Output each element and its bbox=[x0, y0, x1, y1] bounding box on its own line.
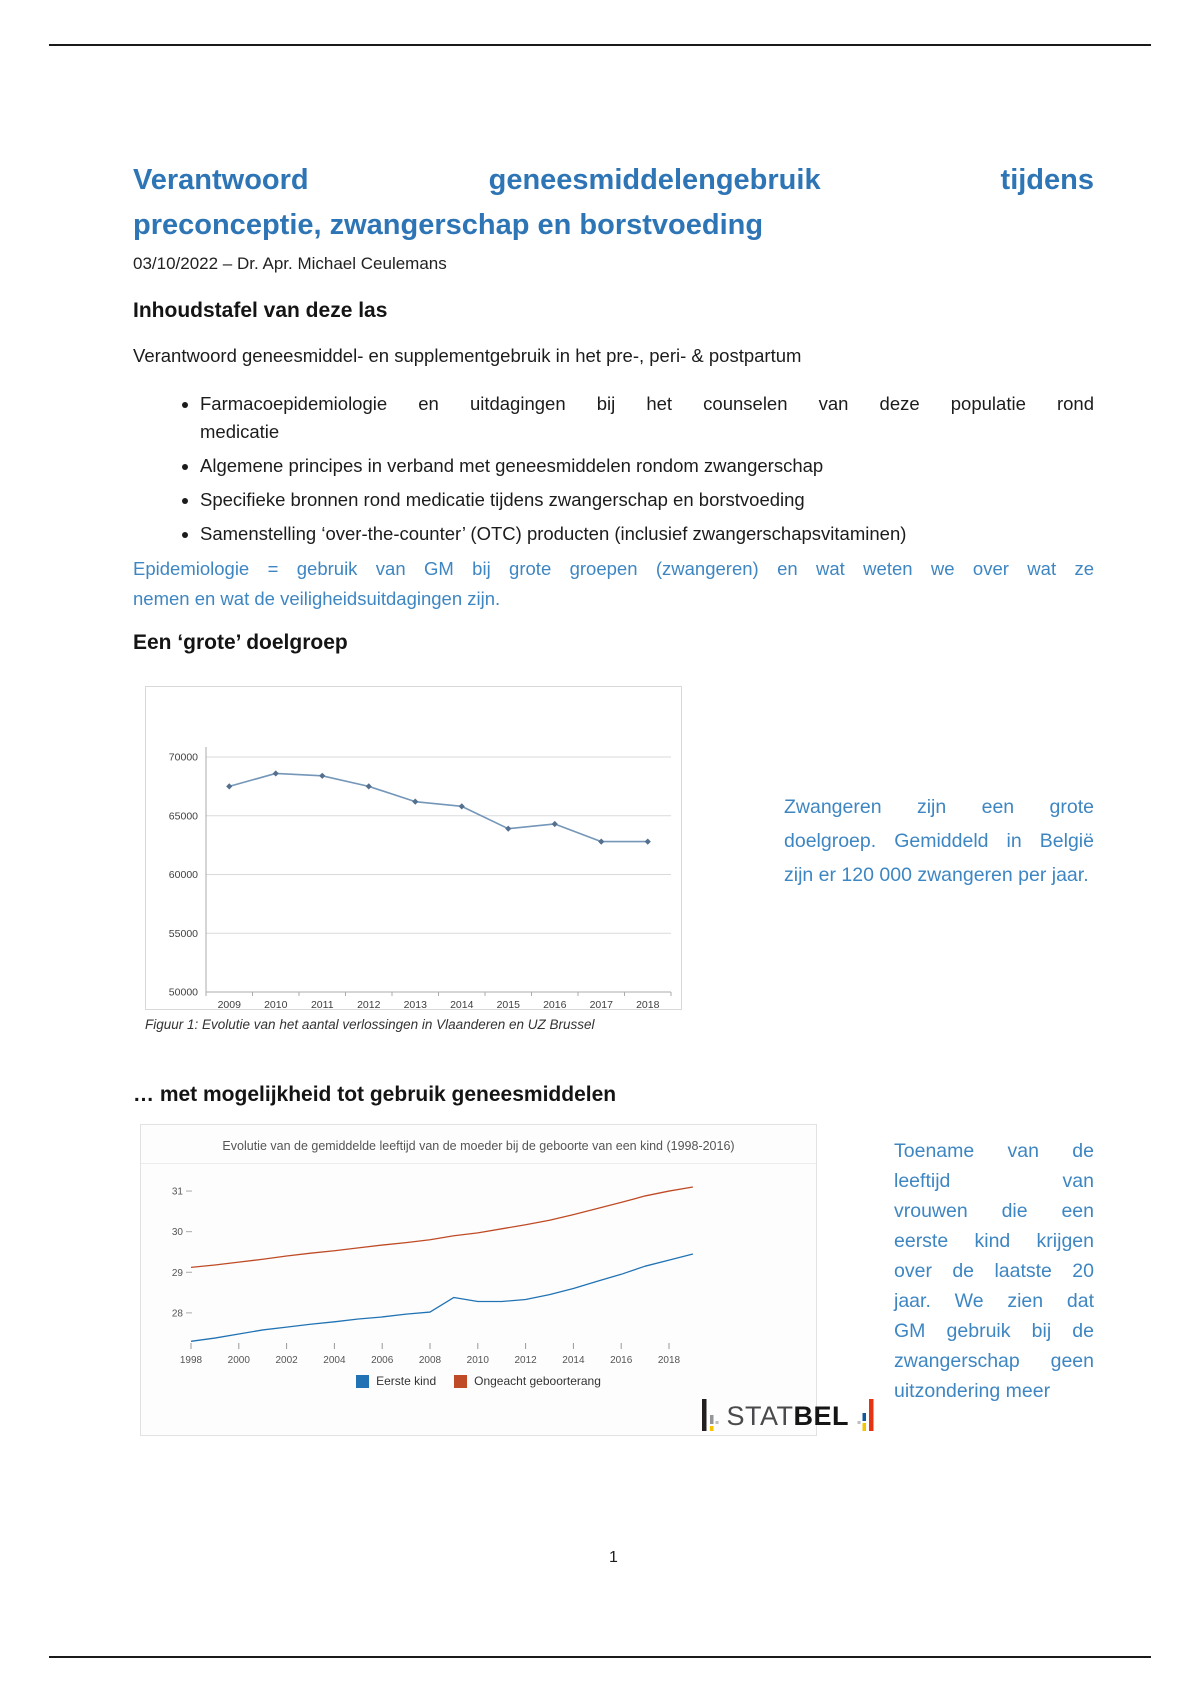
svg-text:2010: 2010 bbox=[264, 999, 288, 1009]
section2-heading: … met mogelijkheid tot gebruik geneesmid… bbox=[133, 1083, 617, 1106]
legend-swatch-eerste-kind bbox=[356, 1374, 370, 1388]
svg-text:2010: 2010 bbox=[467, 1355, 490, 1366]
epidemiology-note: Epidemiologie = gebruik van GM bij grote… bbox=[133, 558, 1094, 609]
svg-text:2009: 2009 bbox=[218, 999, 242, 1009]
toc-list: Farmacoepidemiologie en uitdagingen bij … bbox=[133, 390, 1094, 548]
svg-text:2012: 2012 bbox=[514, 1355, 537, 1366]
svg-text:2013: 2013 bbox=[404, 999, 428, 1009]
svg-text:2014: 2014 bbox=[450, 999, 474, 1009]
svg-text:2012: 2012 bbox=[357, 999, 381, 1009]
svg-text:2018: 2018 bbox=[658, 1355, 681, 1366]
mother-age-chart-frame: Evolutie van de gemiddelde leeftijd van … bbox=[140, 1124, 874, 1436]
svg-text:31: 31 bbox=[172, 1187, 184, 1198]
section2-side-note: Toename van de leeftijd van vrouwen die ee… bbox=[894, 1140, 1094, 1402]
footer-rule bbox=[49, 1656, 1151, 1658]
page-title: Verantwoord geneesmiddelengebruik tijden… bbox=[133, 164, 1094, 241]
svg-text:2016: 2016 bbox=[543, 999, 567, 1009]
figure1-caption: Figuur 1: Evolutie van het aantal verlos… bbox=[145, 1017, 595, 1032]
svg-text:2006: 2006 bbox=[371, 1355, 394, 1366]
legend-label: Eerste kind bbox=[376, 1374, 437, 1388]
section2-row: Evolutie van de gemiddelde leeftijd van … bbox=[133, 1124, 1094, 1436]
births-line-chart: 50000 55000 60000 65000 70000 2009 2010 2011 201… bbox=[169, 747, 672, 1011]
svg-text:2017: 2017 bbox=[590, 999, 614, 1009]
legend-label: Ongeacht geboorterang bbox=[474, 1374, 601, 1388]
page-number: 1 bbox=[609, 1549, 618, 1566]
statbel-bars-left-icon bbox=[701, 1399, 718, 1431]
toc-item: Specifieke bronnen rond medicatie tijden… bbox=[200, 486, 1094, 514]
byline: 03/10/2022 – Dr. Apr. Michael Ceulemans bbox=[133, 254, 447, 273]
figure1: 50000 55000 60000 65000 70000 2009 2010 2011 201… bbox=[145, 686, 682, 1034]
svg-text:29: 29 bbox=[172, 1268, 184, 1279]
toc-intro: Verantwoord geneesmiddel- en supplementg… bbox=[133, 345, 802, 366]
section1-heading: Een ‘grote’ doelgroep bbox=[133, 631, 348, 654]
mother-age-chart-title: Evolutie van de gemiddelde leeftijd van … bbox=[141, 1125, 816, 1164]
svg-text:2004: 2004 bbox=[323, 1355, 346, 1366]
svg-text:28: 28 bbox=[172, 1308, 184, 1319]
svg-text:2002: 2002 bbox=[275, 1355, 298, 1366]
section1-row: 50000 55000 60000 65000 70000 2009 2010 2011 201… bbox=[133, 686, 1094, 1034]
svg-text:2000: 2000 bbox=[228, 1355, 251, 1366]
header-rule bbox=[49, 44, 1151, 46]
legend-item-ongeacht-geboorterang: Ongeacht geboorterang bbox=[454, 1373, 601, 1389]
chart-legend: Eerste kind Ongeacht geboorterang bbox=[141, 1373, 816, 1389]
svg-text:2008: 2008 bbox=[419, 1355, 442, 1366]
legend-swatch-ongeacht-geboorterang bbox=[454, 1374, 468, 1388]
svg-text:2015: 2015 bbox=[497, 999, 521, 1009]
toc-item: Algemene principes in verband met genees… bbox=[200, 452, 1094, 480]
mother-age-line-chart: 28 29 30 31 1998 2000 2002 2004 2006 2008 2010 2012… bbox=[172, 1186, 694, 1366]
section1-side-note: Zwangeren zijn een grote doelgroep. Gemid… bbox=[784, 796, 1094, 886]
page-content: Verantwoord geneesmiddelengebruik tijden… bbox=[133, 0, 1094, 1568]
svg-text:65000: 65000 bbox=[169, 810, 198, 822]
svg-text:55000: 55000 bbox=[169, 928, 198, 940]
svg-text:2016: 2016 bbox=[610, 1355, 633, 1366]
svg-text:70000: 70000 bbox=[169, 752, 198, 764]
svg-text:60000: 60000 bbox=[169, 869, 198, 881]
svg-text:1998: 1998 bbox=[180, 1355, 203, 1366]
legend-item-eerste-kind: Eerste kind bbox=[356, 1373, 436, 1389]
toc-heading: Inhoudstafel van deze las bbox=[133, 299, 388, 322]
svg-text:50000: 50000 bbox=[169, 987, 198, 999]
svg-text:2018: 2018 bbox=[636, 999, 660, 1009]
statbel-bars-right-icon bbox=[857, 1399, 874, 1431]
statbel-logo: STATBEL bbox=[701, 1397, 875, 1431]
births-chart-frame: 50000 55000 60000 65000 70000 2009 2010 2011 201… bbox=[145, 686, 682, 1011]
toc-item: Farmacoepidemiologie en uitdagingen bij … bbox=[200, 390, 1094, 446]
svg-text:2014: 2014 bbox=[562, 1355, 585, 1366]
toc-item: Samenstelling ‘over-the-counter’ (OTC) p… bbox=[200, 520, 1094, 548]
svg-text:30: 30 bbox=[172, 1227, 184, 1238]
svg-text:2011: 2011 bbox=[311, 999, 334, 1009]
statbel-wordmark: STATBEL bbox=[726, 1401, 849, 1431]
